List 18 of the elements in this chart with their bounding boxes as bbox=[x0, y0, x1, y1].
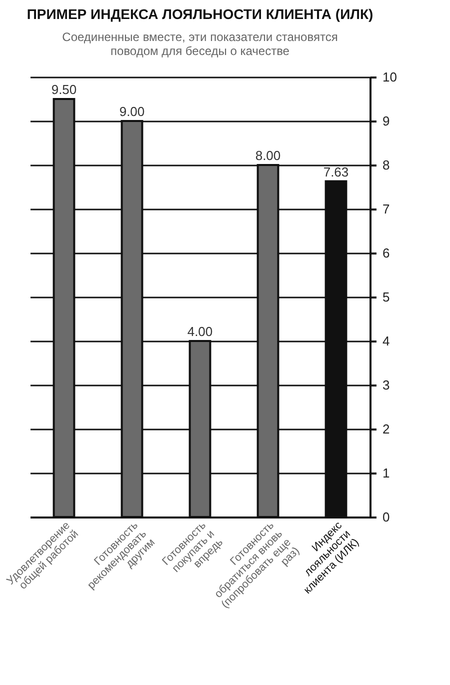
y-tick-label: 9 bbox=[382, 114, 390, 128]
y-tick-label: 4 bbox=[382, 334, 390, 348]
y-tick-label: 5 bbox=[382, 290, 390, 304]
data-label: 8.00 bbox=[255, 148, 281, 163]
y-tick-label: 0 bbox=[382, 510, 390, 524]
y-tick-label: 1 bbox=[382, 466, 390, 480]
data-label: 9.50 bbox=[51, 82, 77, 97]
y-tick-label: 7 bbox=[382, 202, 390, 216]
y-tick-label: 2 bbox=[382, 422, 390, 436]
y-tick-label: 10 bbox=[382, 70, 397, 84]
y-tick-label: 8 bbox=[382, 158, 390, 172]
y-tick-label: 6 bbox=[382, 246, 390, 260]
data-label: 9.00 bbox=[119, 104, 145, 119]
chart-title: ПРИМЕР ИНДЕКСА ЛОЯЛЬНОСТИ КЛИЕНТА (ИЛК) bbox=[26, 6, 374, 22]
data-label: 7.63 bbox=[323, 164, 349, 180]
y-tick-label: 3 bbox=[382, 378, 390, 392]
chart-subtitle: Соединенные вместе, эти показатели становятся поводом для беседы о качестве bbox=[62, 30, 338, 58]
data-label: 4.00 bbox=[187, 324, 213, 339]
